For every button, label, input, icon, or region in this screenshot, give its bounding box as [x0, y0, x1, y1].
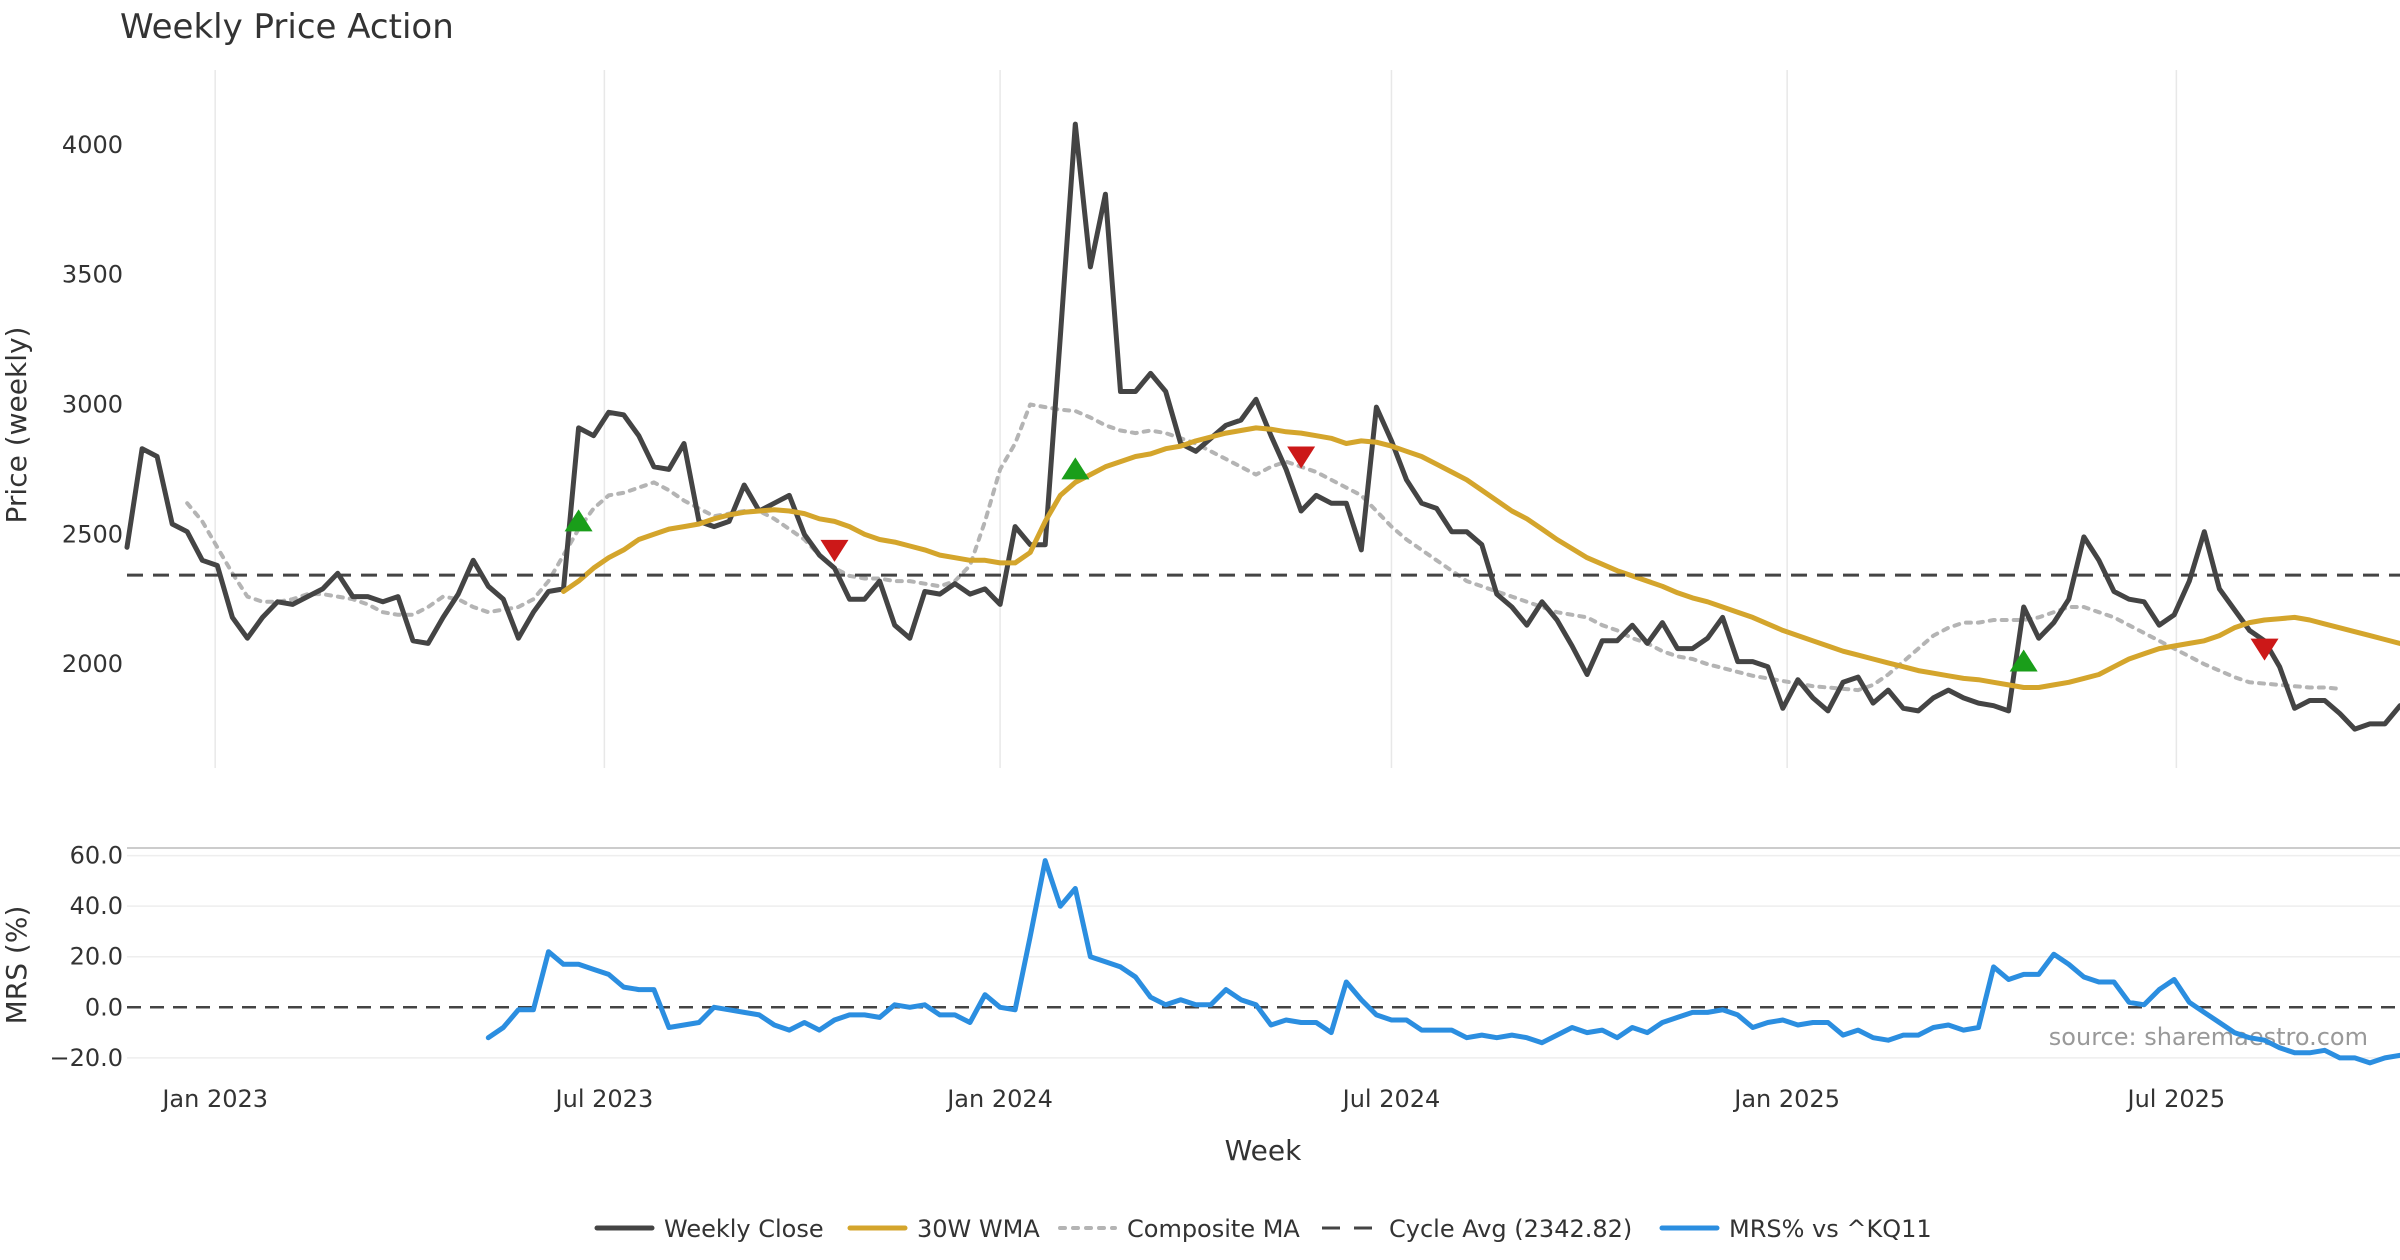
legend-item: 30W WMA: [847, 1215, 1040, 1243]
chart-title: Weekly Price Action: [120, 7, 454, 47]
source-watermark: source: sharemaestro.com: [2049, 1023, 2368, 1051]
price-y-tick-label: 2500: [62, 520, 123, 548]
legend: Weekly Close 30W WMA Composite MA Cycle Avg…: [594, 1215, 1932, 1243]
mrs-y-tick-label: 60.0: [70, 842, 123, 870]
price-y-axis-label: Price (weekly): [0, 327, 33, 524]
price-y-tick-label: 3500: [62, 261, 123, 289]
sell-signal-marker: [2250, 638, 2279, 661]
axis-ticks: Jan 2023 Jul 2023 Jan 2024 Jul 2024 Jan 2025…: [49, 131, 2225, 1113]
x-tick-label: Jan 2023: [160, 1085, 268, 1113]
legend-label: MRS% vs ^KQ11: [1729, 1215, 1932, 1243]
x-axis-label: Week: [1225, 1134, 1302, 1167]
x-tick-label: Jan 2025: [1732, 1085, 1840, 1113]
sell-signal-marker: [1287, 446, 1316, 469]
mrs-y-axis-label: MRS (%): [0, 906, 33, 1025]
mrs-y-tick-label: 40.0: [70, 892, 123, 920]
buy-signal-marker: [1061, 457, 1090, 480]
mrs-y-tick-label: 0.0: [85, 993, 123, 1021]
legend-label: 30W WMA: [917, 1215, 1040, 1243]
price-y-tick-label: 4000: [62, 131, 123, 159]
mrs-line: [485, 858, 2400, 1066]
mrs-y-tick-label: −20.0: [49, 1044, 123, 1072]
x-tick-label: Jul 2024: [1341, 1085, 1441, 1113]
legend-label: Composite MA: [1127, 1215, 1300, 1243]
series-layer: [124, 121, 2400, 1066]
legend-label: Cycle Avg (2342.82): [1389, 1215, 1632, 1243]
x-tick-label: Jan 2024: [945, 1085, 1053, 1113]
weekly-close-line: [124, 121, 2400, 732]
legend-label: Weekly Close: [664, 1215, 824, 1243]
x-tick-label: Jul 2025: [2126, 1085, 2226, 1113]
legend-item: Composite MA: [1058, 1215, 1300, 1243]
grid-layer: [127, 70, 2400, 1059]
composite-ma-line: [185, 402, 2342, 693]
mrs-y-tick-label: 20.0: [70, 943, 123, 971]
legend-item: MRS% vs ^KQ11: [1659, 1215, 1932, 1243]
buy-signal-marker: [564, 509, 593, 532]
x-tick-label: Jul 2023: [554, 1085, 654, 1113]
wma-30w-line: [561, 425, 2400, 690]
price-y-tick-label: 3000: [62, 391, 123, 419]
legend-item: Cycle Avg (2342.82): [1322, 1215, 1632, 1243]
price-y-tick-label: 2000: [62, 650, 123, 678]
buy-signal-marker: [2009, 649, 2038, 672]
legend-item: Weekly Close: [594, 1215, 824, 1243]
sell-signal-marker: [820, 539, 849, 562]
signal-markers: [564, 446, 2279, 672]
